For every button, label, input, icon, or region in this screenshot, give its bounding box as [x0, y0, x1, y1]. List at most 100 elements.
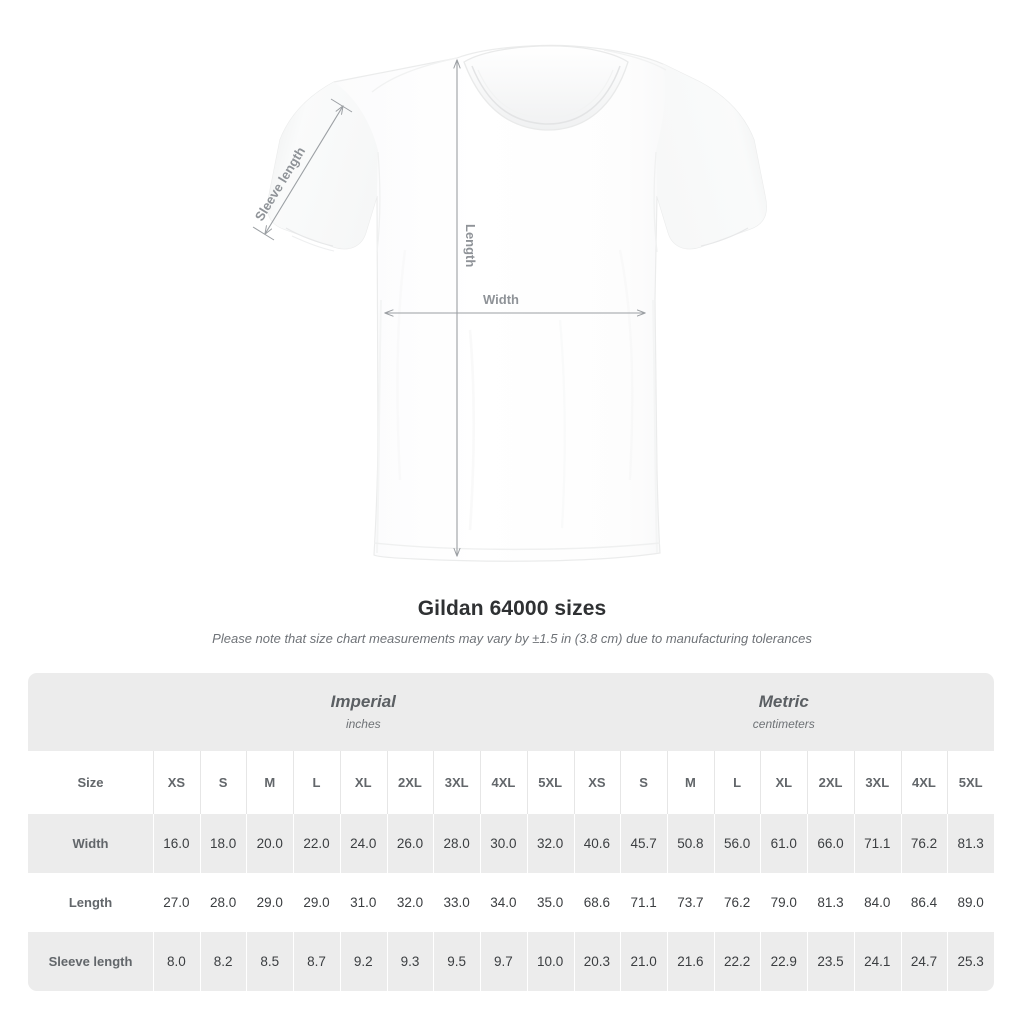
- cell-value: 28.0: [199, 873, 247, 932]
- cell-value: 32.0: [386, 873, 434, 932]
- cell-value: 79.0: [760, 873, 808, 932]
- cell-value: 22.2: [713, 932, 761, 991]
- cell-value: 68.6: [573, 873, 621, 932]
- cell-value: 22.9: [760, 932, 808, 991]
- tshirt-diagram: Length Width Sleeve length: [252, 44, 767, 562]
- cell-value: 45.7: [620, 814, 667, 873]
- length-label: Length: [463, 224, 478, 267]
- cell-value: 81.3: [807, 873, 854, 932]
- size-header-xs-imperial: XS: [153, 751, 200, 814]
- unit-header-imperial: Imperial inches: [153, 673, 574, 751]
- cell-value: 32.0: [526, 814, 574, 873]
- size-chart-table-wrap: Imperial inches Metric centimeters Size XS S M L…: [28, 673, 995, 991]
- size-header-5xl-metric: 5XL: [947, 751, 995, 814]
- size-header-xl-metric: XL: [760, 751, 808, 814]
- cell-value: 24.1: [853, 932, 901, 991]
- cell-value: 24.7: [900, 932, 948, 991]
- size-header-s-metric: S: [620, 751, 667, 814]
- unit-header-metric: Metric centimeters: [573, 673, 995, 751]
- width-label: Width: [483, 292, 519, 307]
- size-header-xl-imperial: XL: [339, 751, 387, 814]
- cell-value: 71.1: [853, 814, 901, 873]
- cell-value: 28.0: [433, 814, 481, 873]
- cell-value: 30.0: [480, 814, 527, 873]
- tshirt-illustration: Length Width Sleeve length: [252, 44, 767, 562]
- title-block: Gildan 64000 sizes Please note that size…: [0, 596, 1024, 647]
- cell-value: 40.6: [573, 814, 621, 873]
- cell-value: 9.2: [339, 932, 387, 991]
- cell-value: 66.0: [807, 814, 854, 873]
- cell-value: 81.3: [947, 814, 995, 873]
- size-header-2xl-metric: 2XL: [807, 751, 854, 814]
- cell-value: 18.0: [199, 814, 247, 873]
- size-header-l-metric: L: [713, 751, 761, 814]
- cell-value: 89.0: [947, 873, 995, 932]
- cell-value: 25.3: [947, 932, 995, 991]
- cell-value: 76.2: [713, 873, 761, 932]
- cell-value: 34.0: [480, 873, 527, 932]
- cell-value: 29.0: [293, 873, 340, 932]
- cell-value: 56.0: [713, 814, 761, 873]
- size-header-2xl-imperial: 2XL: [386, 751, 434, 814]
- cell-value: 33.0: [433, 873, 481, 932]
- cell-value: 21.6: [667, 932, 714, 991]
- row-label-length: Length: [28, 873, 153, 932]
- row-label-width: Width: [28, 814, 153, 873]
- cell-value: 76.2: [900, 814, 948, 873]
- size-header-4xl-imperial: 4XL: [480, 751, 527, 814]
- unit-subtitle: inches: [345, 717, 381, 731]
- cell-value: 8.0: [153, 932, 200, 991]
- cell-value: 10.0: [526, 932, 574, 991]
- size-header-xs-metric: XS: [573, 751, 621, 814]
- size-header-3xl-imperial: 3XL: [433, 751, 481, 814]
- size-label-cell: Size: [28, 751, 153, 814]
- cell-value: 9.3: [386, 932, 434, 991]
- cell-value: 22.0: [293, 814, 340, 873]
- cell-value: 24.0: [339, 814, 387, 873]
- cell-value: 29.0: [246, 873, 294, 932]
- size-header-m-metric: M: [667, 751, 714, 814]
- shirt-shape: [267, 44, 767, 562]
- unit-banner-row: Imperial inches Metric centimeters: [28, 673, 995, 751]
- cell-value: 35.0: [526, 873, 574, 932]
- cell-value: 8.7: [293, 932, 340, 991]
- table-row: Width 16.0 18.0 20.0 22.0 24.0 26.0 28.0 30.0 32.…: [28, 814, 995, 873]
- cell-value: 27.0: [153, 873, 200, 932]
- cell-value: 26.0: [386, 814, 434, 873]
- cell-value: 23.5: [807, 932, 854, 991]
- width-dimension: Width: [385, 292, 645, 313]
- size-header-s-imperial: S: [199, 751, 247, 814]
- cell-value: 61.0: [760, 814, 808, 873]
- size-header-4xl-metric: 4XL: [900, 751, 948, 814]
- unit-name: Metric: [758, 692, 809, 711]
- length-dimension: Length: [457, 60, 478, 556]
- page-title: Gildan 64000 sizes: [417, 597, 607, 620]
- cell-value: 20.0: [246, 814, 294, 873]
- row-label-sleeve-length: Sleeve length: [28, 932, 153, 991]
- size-chart-table: Imperial inches Metric centimeters Size XS S M L…: [28, 673, 995, 991]
- unit-subtitle: centimeters: [752, 717, 815, 731]
- cell-value: 16.0: [153, 814, 200, 873]
- size-header-row: Size XS S M L XL 2XL 3XL 4XL 5XL XS S M L XL 2XL 3XL 4XL 5…: [28, 751, 995, 814]
- cell-value: 71.1: [620, 873, 667, 932]
- cell-value: 86.4: [900, 873, 948, 932]
- cell-value: 9.7: [480, 932, 527, 991]
- cell-value: 21.0: [620, 932, 667, 991]
- table-row: Sleeve length 8.0 8.2 8.5 8.7 9.2 9.3 9.5 9.7 10.…: [28, 932, 995, 991]
- cell-value: 20.3: [573, 932, 621, 991]
- tolerance-note: Please note that size chart measurements…: [212, 631, 812, 646]
- size-header-5xl-imperial: 5XL: [526, 751, 574, 814]
- cell-value: 31.0: [339, 873, 387, 932]
- size-header-l-imperial: L: [293, 751, 340, 814]
- cell-value: 8.5: [246, 932, 294, 991]
- cell-value: 9.5: [433, 932, 481, 991]
- table-row: Length 27.0 28.0 29.0 29.0 31.0 32.0 33.0 34.0 35…: [28, 873, 995, 932]
- cell-value: 8.2: [199, 932, 247, 991]
- cell-value: 73.7: [667, 873, 714, 932]
- size-header-m-imperial: M: [246, 751, 294, 814]
- unit-name: Imperial: [330, 692, 396, 711]
- cell-value: 50.8: [667, 814, 714, 873]
- unit-banner-spacer-left: [28, 673, 153, 751]
- cell-value: 84.0: [853, 873, 901, 932]
- size-header-3xl-metric: 3XL: [853, 751, 901, 814]
